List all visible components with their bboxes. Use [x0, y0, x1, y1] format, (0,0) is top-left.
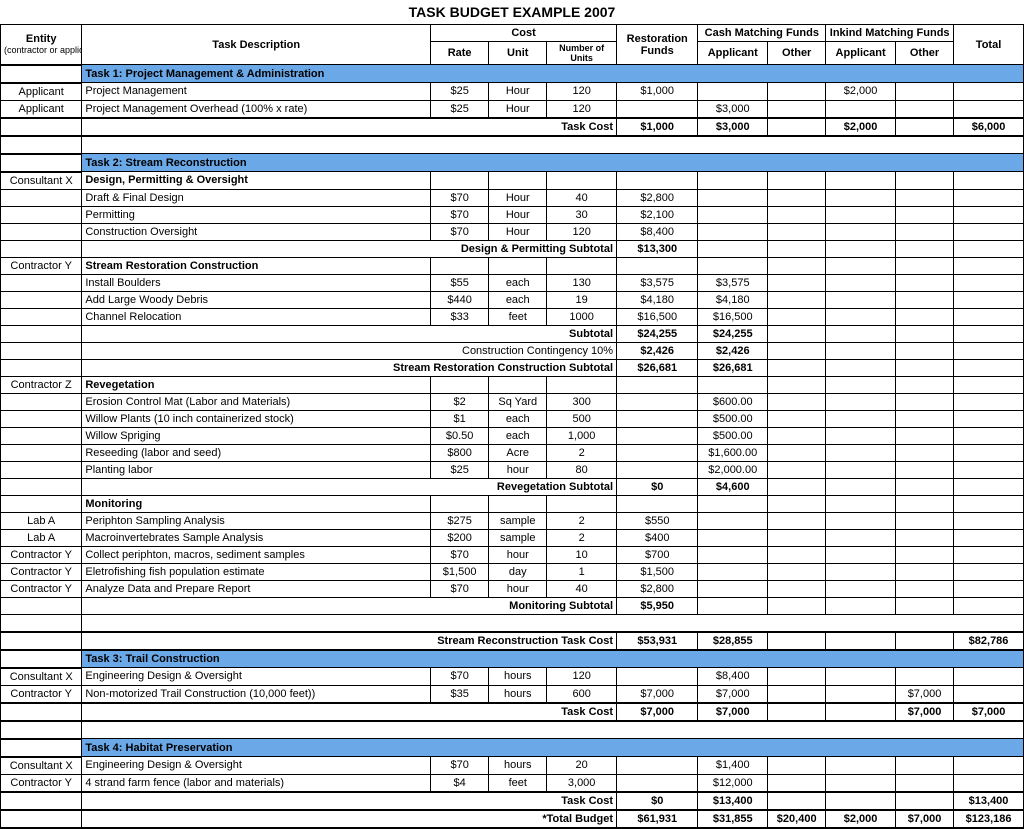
hdr-cash-match: Cash Matching Funds	[698, 25, 826, 42]
table-row: Contractor YEletrofishing fish populatio…	[1, 563, 1024, 580]
table-row: ApplicantProject Management Overhead (10…	[1, 100, 1024, 118]
table-row: Lab APeriphton Sampling Analysis$275samp…	[1, 512, 1024, 529]
table-row: Contractor Y4 strand farm fence (labor a…	[1, 774, 1024, 792]
table-row: Monitoring	[1, 495, 1024, 512]
table-row: Contractor YStream Restoration Construct…	[1, 257, 1024, 274]
table-row: Erosion Control Mat (Labor and Materials…	[1, 393, 1024, 410]
hdr-inkind-match: Inkind Matching Funds	[826, 25, 954, 42]
table-row: Design & Permitting Subtotal$13,300	[1, 240, 1024, 257]
table-row: Add Large Woody Debris$440each19$4,180$4…	[1, 291, 1024, 308]
table-row	[1, 614, 1024, 632]
table-row: Construction Contingency 10%$2,426$2,426	[1, 342, 1024, 359]
table-row: Reseeding (labor and seed)$800Acre2$1,60…	[1, 444, 1024, 461]
table-row: Contractor ZRevegetation	[1, 376, 1024, 393]
hdr-cost: Cost	[431, 25, 617, 42]
table-row: Task Cost$7,000$7,000$7,000$7,000	[1, 703, 1024, 721]
hdr-restoration: Restoration Funds	[617, 25, 698, 65]
table-row: Lab AMacroinvertebrates Sample Analysis$…	[1, 529, 1024, 546]
table-row: ApplicantProject Management$25Hour120$1,…	[1, 83, 1024, 101]
budget-table: TASK BUDGET EXAMPLE 2007 Entity (contrac…	[0, 0, 1024, 829]
hdr-task-desc: Task Description	[82, 25, 431, 65]
page-title: TASK BUDGET EXAMPLE 2007	[1, 0, 1024, 25]
table-row: Task 2: Stream Reconstruction	[1, 154, 1024, 172]
table-row: Draft & Final Design$70Hour40$2,800	[1, 189, 1024, 206]
hdr-total: Total	[954, 25, 1024, 65]
table-row: Contractor YNon-motorized Trail Construc…	[1, 685, 1024, 703]
table-row: Task 4: Habitat Preservation	[1, 739, 1024, 757]
table-row: Subtotal$24,255$24,255	[1, 325, 1024, 342]
table-row	[1, 136, 1024, 154]
table-row: Willow Spriging$0.50each1,000$500.00	[1, 427, 1024, 444]
hdr-unit: Unit	[489, 42, 547, 65]
table-row: Contractor YCollect periphton, macros, s…	[1, 546, 1024, 563]
table-row	[1, 721, 1024, 739]
hdr-im-applicant: Applicant	[826, 42, 896, 65]
table-row: Consultant XEngineering Design & Oversig…	[1, 668, 1024, 686]
table-row: Task 1: Project Management & Administrat…	[1, 65, 1024, 83]
table-row: Task Cost$1,000$3,000$2,000$6,000	[1, 118, 1024, 136]
hdr-rate: Rate	[431, 42, 489, 65]
table-row: Construction Oversight$70Hour120$8,400	[1, 223, 1024, 240]
hdr-im-other: Other	[895, 42, 953, 65]
hdr-cm-applicant: Applicant	[698, 42, 768, 65]
table-row: Consultant XEngineering Design & Oversig…	[1, 757, 1024, 775]
table-row: Channel Relocation$33feet1000$16,500$16,…	[1, 308, 1024, 325]
table-row: Contractor YAnalyze Data and Prepare Rep…	[1, 580, 1024, 597]
table-row: Planting labor$25hour80$2,000.00	[1, 461, 1024, 478]
hdr-entity: Entity (contractor or applicant)	[1, 25, 82, 65]
table-row: Permitting$70Hour30$2,100	[1, 206, 1024, 223]
table-row: Stream Restoration Construction Subtotal…	[1, 359, 1024, 376]
table-row: Revegetation Subtotal$0$4,600	[1, 478, 1024, 495]
table-row: Task Cost$0$13,400$13,400	[1, 792, 1024, 810]
hdr-num-units: Number of Units	[547, 42, 617, 65]
hdr-cm-other: Other	[768, 42, 826, 65]
table-row: Install Boulders$55each130$3,575$3,575	[1, 274, 1024, 291]
table-row: Monitoring Subtotal$5,950	[1, 597, 1024, 614]
table-row: Stream Reconstruction Task Cost$53,931$2…	[1, 632, 1024, 650]
table-row: *Total Budget$61,931$31,855$20,400$2,000…	[1, 810, 1024, 828]
table-row: Willow Plants (10 inch containerized sto…	[1, 410, 1024, 427]
table-row: Consultant XDesign, Permitting & Oversig…	[1, 172, 1024, 190]
table-row: Task 3: Trail Construction	[1, 650, 1024, 668]
